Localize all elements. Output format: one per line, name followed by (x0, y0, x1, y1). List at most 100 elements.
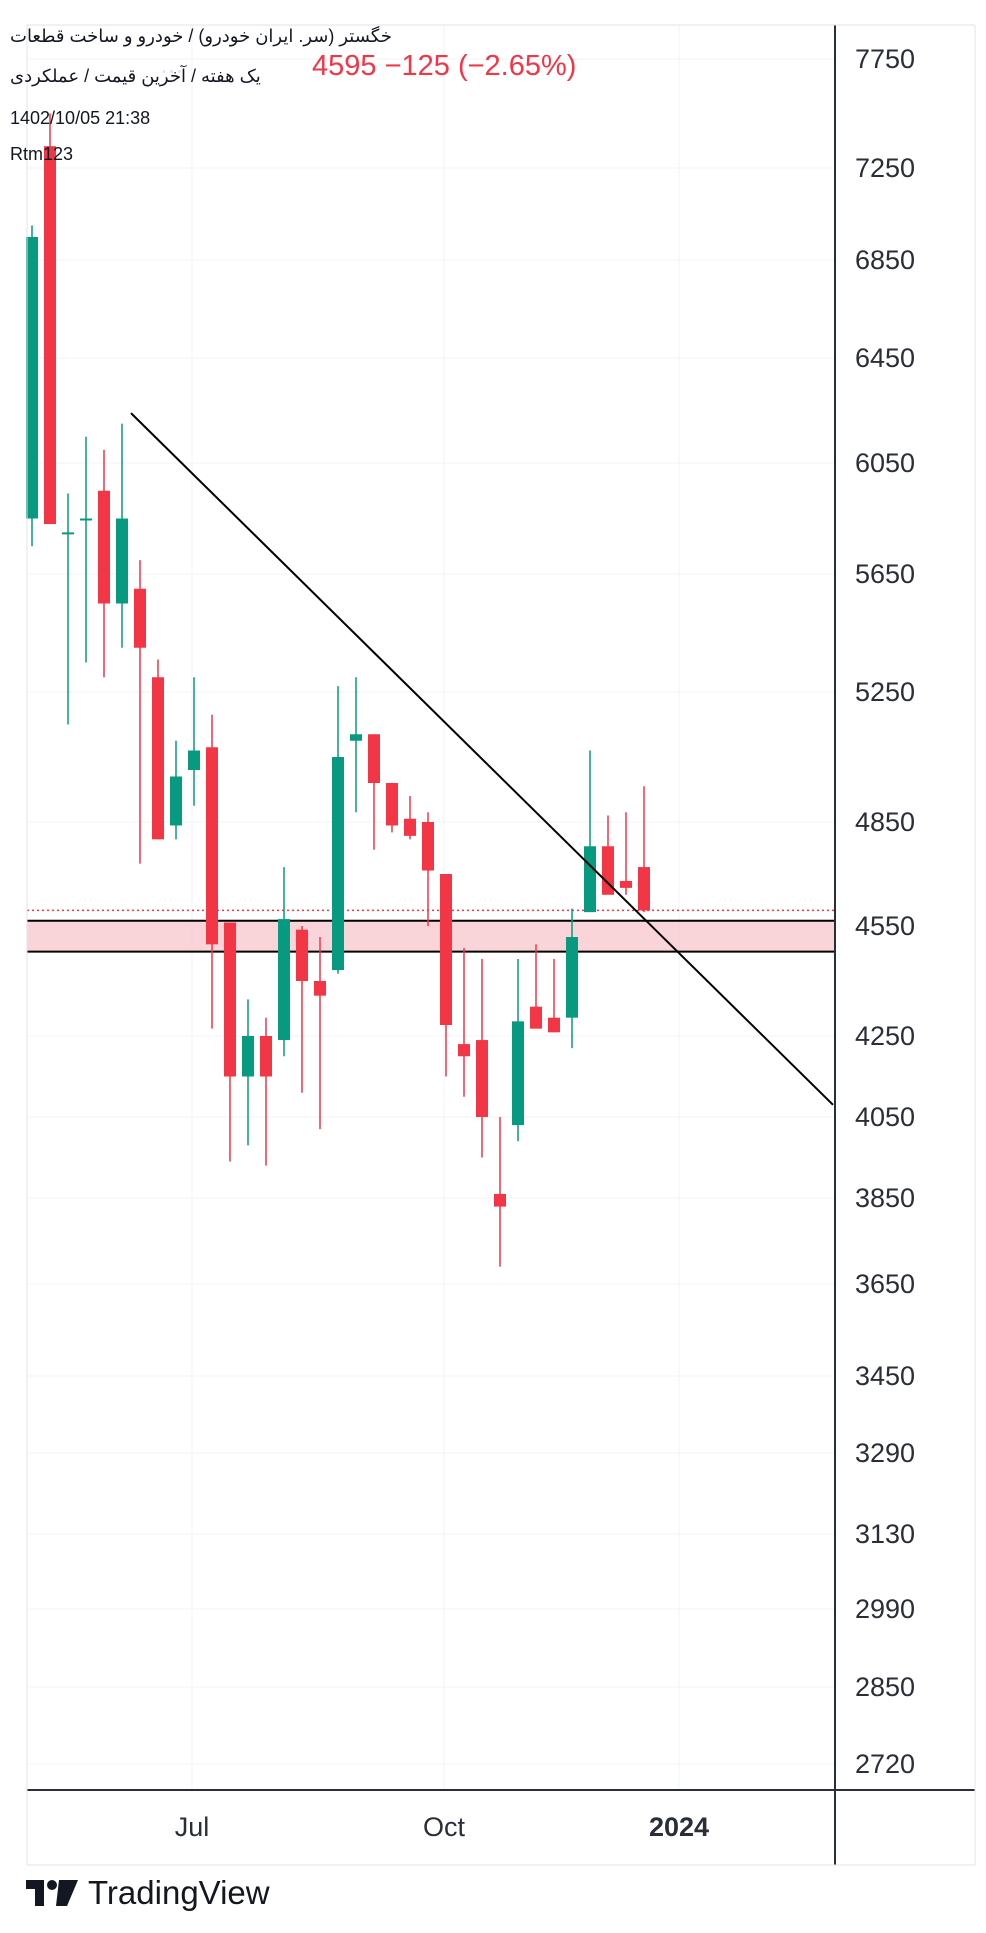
candle-body (242, 1036, 254, 1077)
candles (26, 113, 650, 1267)
candle-body (548, 1017, 560, 1033)
candle[interactable] (422, 812, 434, 926)
candle[interactable] (206, 714, 218, 1029)
y-axis: 7750 7250 6850 6450 6050 5650 5250 4850 4550 4250… (855, 44, 915, 1779)
candle[interactable] (80, 436, 92, 663)
chart-subtitle: یک هفته / آخرین قیمت / عملکردی (10, 66, 261, 86)
candle-body (404, 818, 416, 836)
candle[interactable] (566, 908, 578, 1049)
candle-body (152, 677, 164, 840)
candle[interactable] (440, 874, 452, 1077)
candle[interactable] (512, 959, 524, 1142)
x-tick-label: Oct (423, 1812, 466, 1842)
chart-frame (26, 24, 976, 1866)
candle[interactable] (62, 493, 74, 725)
candle-body (638, 867, 650, 911)
candle[interactable] (476, 959, 488, 1158)
candle[interactable] (548, 959, 560, 1033)
candle-body (422, 822, 434, 871)
candle[interactable] (170, 740, 182, 840)
candle[interactable] (368, 734, 380, 850)
candle[interactable] (458, 948, 470, 1097)
candle-body (260, 1036, 272, 1077)
candle[interactable] (116, 423, 128, 648)
y-tick-label: 3290 (855, 1438, 915, 1468)
candle[interactable] (44, 113, 56, 525)
candle[interactable] (584, 750, 596, 913)
candle-body (602, 846, 614, 895)
y-tick-label: 4250 (855, 1021, 915, 1051)
candle[interactable] (386, 783, 398, 833)
y-tick-label: 5650 (855, 559, 915, 589)
candle[interactable] (404, 796, 416, 840)
candle[interactable] (26, 225, 38, 547)
candle[interactable] (620, 812, 632, 895)
candle-body (314, 981, 326, 996)
candle-body (620, 880, 632, 888)
candle-body (224, 922, 236, 1077)
candle-body (80, 518, 92, 521)
tradingview-logo-text: TradingView (88, 1874, 270, 1911)
tradingview-logo-icon (26, 1880, 78, 1906)
candle[interactable] (602, 815, 614, 895)
candle-body (476, 1040, 488, 1117)
watermark-symbol: ... (160, 48, 184, 79)
chart-grid (27, 25, 835, 1790)
candle[interactable] (530, 944, 542, 1029)
candle[interactable] (224, 922, 236, 1162)
y-tick-label: 7250 (855, 153, 915, 183)
x-axis: Jul Oct 2024 (175, 1812, 709, 1842)
candle[interactable] (134, 560, 146, 864)
tradingview-logo[interactable]: TradingView (26, 1873, 270, 1913)
author-name: Rtm123 (10, 144, 74, 164)
y-tick-label: 4550 (855, 911, 915, 941)
candle[interactable] (242, 999, 254, 1146)
x-tick-label: 2024 (649, 1812, 709, 1842)
candle-body (494, 1193, 506, 1207)
candle-body (566, 937, 578, 1018)
candle-body (44, 146, 56, 525)
y-tick-label: 2990 (855, 1594, 915, 1624)
candle-body (584, 846, 596, 913)
y-tick-label: 3130 (855, 1519, 915, 1549)
x-tick-label: Jul (175, 1812, 210, 1842)
candle[interactable] (188, 677, 200, 806)
candle-body (170, 776, 182, 826)
candle-body (26, 237, 38, 519)
trendline[interactable] (130, 412, 834, 1106)
candle-body (440, 874, 452, 1025)
y-tick-label: 7750 (855, 44, 915, 74)
candle[interactable] (152, 659, 164, 840)
candle[interactable] (314, 937, 326, 1130)
candle-body (296, 929, 308, 981)
candle-body (188, 750, 200, 770)
support-zone (27, 920, 835, 952)
candle[interactable] (332, 686, 344, 974)
candle-body (62, 532, 74, 535)
y-tick-label: 6050 (855, 448, 915, 478)
candle-body (116, 518, 128, 604)
candle-body (98, 490, 110, 604)
y-tick-label: 3450 (855, 1361, 915, 1391)
candle-body (386, 783, 398, 826)
candle-body (368, 734, 380, 783)
y-tick-label: 3850 (855, 1183, 915, 1213)
candle-body (458, 1044, 470, 1057)
candle-body (332, 757, 344, 970)
candle[interactable] (638, 786, 650, 913)
candle[interactable] (296, 926, 308, 1093)
y-tick-label: 2850 (855, 1672, 915, 1702)
candle-body (134, 588, 146, 648)
candle[interactable] (350, 677, 362, 813)
y-tick-label: 2720 (855, 1749, 915, 1779)
candle[interactable] (260, 1017, 272, 1166)
y-tick-label: 4850 (855, 807, 915, 837)
candle[interactable] (278, 867, 290, 1057)
y-tick-label: 6450 (855, 343, 915, 373)
candle[interactable] (98, 449, 110, 678)
y-tick-label: 6850 (855, 245, 915, 275)
y-tick-label: 3650 (855, 1269, 915, 1299)
candle[interactable] (494, 1117, 506, 1267)
timestamp: 1402/10/05 21:38 (10, 108, 151, 128)
